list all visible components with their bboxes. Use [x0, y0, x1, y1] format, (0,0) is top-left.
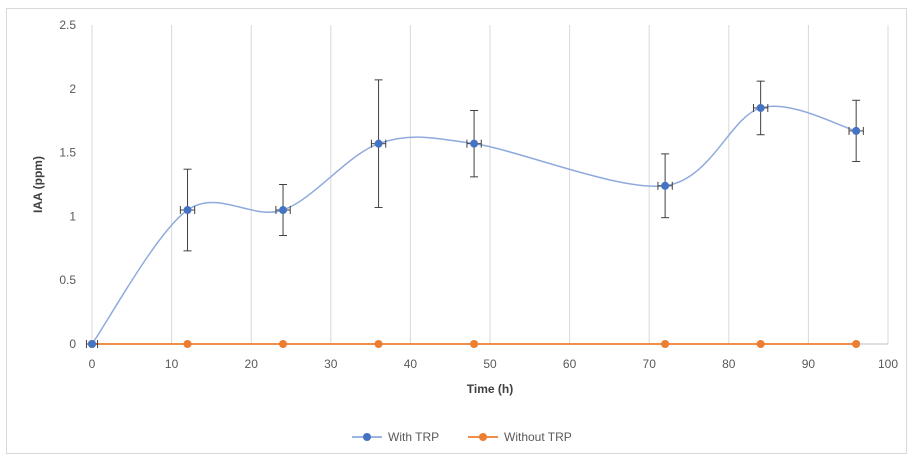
legend-marker-with-trp — [363, 433, 371, 441]
data-point-without-trp-48 — [470, 340, 479, 348]
x-tick-label-70: 70 — [643, 357, 657, 371]
gridlines — [91, 25, 889, 344]
data-point-without-trp-96 — [852, 340, 861, 348]
series-with-trp — [85, 79, 864, 348]
data-point-with-trp-24 — [279, 206, 288, 215]
y-tick-label-2.5: 2.5 — [59, 18, 76, 32]
x-tick-label-90: 90 — [802, 357, 816, 371]
y-tick-label-1.5: 1.5 — [59, 146, 76, 160]
series-without-trp — [88, 340, 861, 348]
x-tick-label-30: 30 — [324, 357, 338, 371]
data-point-with-trp-0 — [88, 340, 96, 348]
data-point-without-trp-12 — [183, 340, 192, 348]
x-tick-label-50: 50 — [483, 357, 497, 371]
x-tick-label-40: 40 — [404, 357, 418, 371]
y-tick-label-1: 1 — [69, 209, 76, 223]
data-point-without-trp-24 — [279, 340, 288, 348]
legend-label-without-trp: Without TRP — [504, 430, 572, 444]
data-point-with-trp-12 — [183, 206, 192, 215]
data-point-without-trp-72 — [661, 340, 670, 348]
legend: With TRP Without TRP — [352, 430, 572, 444]
data-point-without-trp-36 — [374, 340, 383, 348]
data-point-with-trp-96 — [852, 126, 861, 135]
x-tick-label-10: 10 — [165, 357, 179, 371]
x-tick-labels: 0 10 20 30 40 50 60 70 80 90 100 — [89, 357, 899, 371]
series-line-with-trp — [91, 105, 857, 345]
x-tick-label-60: 60 — [563, 357, 577, 371]
data-point-with-trp-72 — [661, 181, 670, 190]
x-tick-label-0: 0 — [89, 357, 96, 371]
series — [85, 79, 864, 348]
y-tick-label-0.5: 0.5 — [59, 273, 76, 287]
x-tick-label-80: 80 — [722, 357, 736, 371]
y-tick-label-0: 0 — [69, 337, 76, 351]
data-point-with-trp-36 — [374, 139, 383, 148]
legend-label-with-trp: With TRP — [388, 430, 439, 444]
data-point-with-trp-84 — [756, 103, 765, 112]
y-tick-labels: 0 0.5 1 1.5 2 2.5 — [59, 18, 76, 351]
legend-item-with-trp: With TRP — [352, 430, 439, 444]
data-point-without-trp-84 — [756, 340, 765, 348]
chart-frame — [6, 8, 907, 454]
x-axis-title: Time (h) — [467, 382, 513, 396]
legend-item-without-trp: Without TRP — [468, 430, 572, 444]
legend-marker-without-trp — [479, 433, 487, 441]
x-tick-label-100: 100 — [878, 357, 898, 371]
y-tick-label-2: 2 — [69, 82, 76, 96]
data-point-with-trp-48 — [470, 139, 479, 148]
y-axis-title: IAA (ppm) — [31, 156, 45, 213]
x-tick-label-20: 20 — [245, 357, 259, 371]
